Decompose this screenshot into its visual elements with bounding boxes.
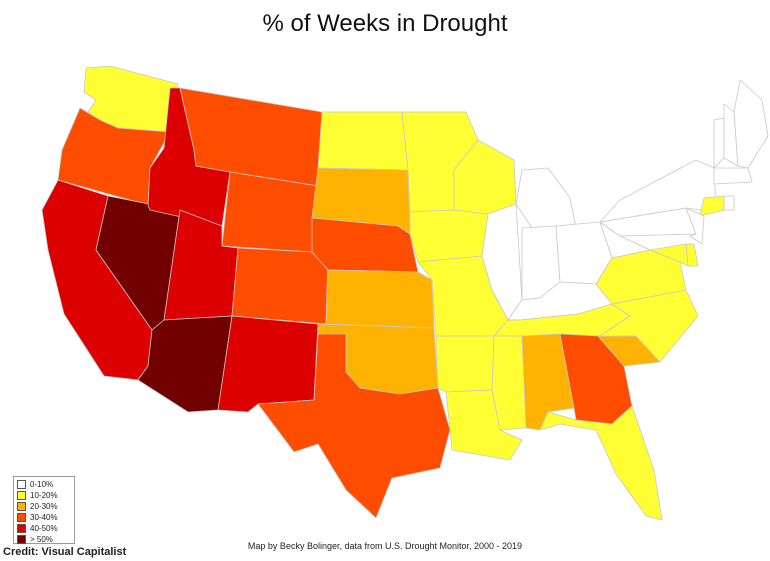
state-ri — [723, 195, 735, 211]
state-vt — [713, 117, 725, 169]
legend-label: 0-10% — [30, 480, 54, 489]
state-ks — [325, 269, 435, 329]
state-ia — [409, 209, 489, 263]
state-ms — [491, 335, 527, 431]
state-ma — [713, 167, 753, 185]
state-tx — [257, 333, 451, 519]
legend-swatch — [17, 502, 26, 511]
state-az — [137, 315, 233, 413]
legend-label: 30-40% — [30, 513, 58, 522]
state-fl — [539, 405, 663, 521]
state-wy — [221, 171, 319, 253]
state-mi — [515, 167, 577, 235]
legend: 0-10% 10-20% 20-30% 30-40% 40-50% > 50% — [13, 476, 75, 544]
legend-swatch — [17, 524, 26, 533]
state-ar — [435, 335, 495, 393]
state-me — [733, 79, 769, 169]
map-title: % of Weeks in Drought — [262, 10, 508, 37]
map-credit: Map by Becky Bolinger, data from U.S. Dr… — [247, 541, 523, 551]
legend-item: 20-30% — [17, 501, 71, 512]
state-nm — [217, 315, 319, 413]
state-nj — [685, 207, 705, 245]
legend-swatch — [17, 491, 26, 500]
legend-swatch — [17, 535, 26, 544]
state-ny — [599, 159, 717, 223]
state-nc — [599, 289, 699, 363]
state-nd — [317, 111, 409, 171]
legend-swatch — [17, 513, 26, 522]
legend-item: 40-50% — [17, 523, 71, 534]
legend-item: > 50% — [17, 534, 71, 545]
legend-label: 20-30% — [30, 502, 58, 511]
legend-swatch — [17, 480, 26, 489]
state-md — [649, 243, 689, 267]
legend-item: 0-10% — [17, 479, 71, 490]
state-co — [231, 247, 329, 325]
legend-label: 10-20% — [30, 491, 58, 500]
legend-item: 30-40% — [17, 512, 71, 523]
legend-label: 40-50% — [30, 524, 58, 533]
legend-label: > 50% — [30, 535, 53, 544]
source-credit: Credit: Visual Capitalist — [3, 546, 127, 558]
state-ct — [699, 195, 725, 217]
legend-item: 10-20% — [17, 490, 71, 501]
